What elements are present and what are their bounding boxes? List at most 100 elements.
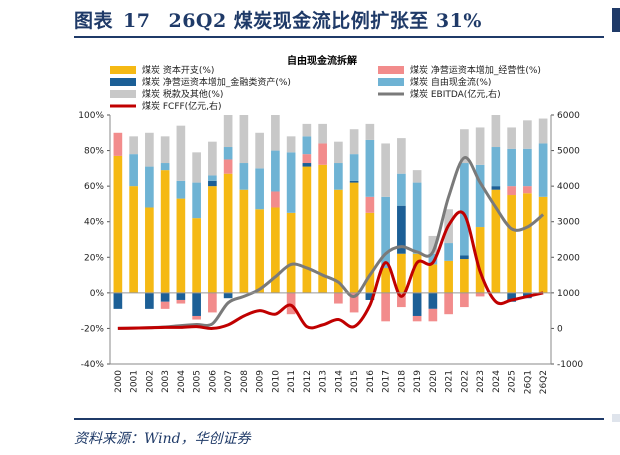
- legend-label-fcff: 煤炭 FCFF(亿元,右): [142, 100, 222, 112]
- line-ebitda: [117, 156, 545, 330]
- y2-tick-label: 5000: [557, 147, 580, 157]
- chart-bars: [113, 115, 548, 322]
- bar-wc_fin: [460, 255, 469, 260]
- bar-fcf_pct: [145, 166, 154, 208]
- y-tick-label: 0%: [90, 289, 105, 299]
- bar-fcf_pct: [507, 148, 516, 187]
- figure-title-text: 26Q2 煤炭现金流比例扩张至 31%: [168, 10, 482, 32]
- bar-wc_fin: [113, 292, 123, 309]
- bar-tax_other: [192, 152, 201, 183]
- bar-fcf_pct: [255, 168, 264, 210]
- bar-tax_other: [507, 127, 516, 149]
- bar-wc_op: [302, 154, 312, 164]
- bar-wc_op: [428, 308, 438, 322]
- bar-wc_fin: [491, 186, 501, 190]
- legend-swatch-tax_other: [110, 90, 136, 98]
- legend-swatch-fcf_pct: [378, 78, 404, 86]
- x-tick-label: 2021: [445, 370, 455, 393]
- bar-capex: [113, 155, 123, 293]
- bar-wc_fin: [302, 163, 312, 167]
- chart-legend: 煤炭 资本开支(%) 煤炭 净营运资本增加_经营性(%) 煤炭 净营运资本增加_金融…: [110, 64, 541, 112]
- bar-capex: [491, 189, 501, 293]
- x-tick-label: 2014: [334, 370, 344, 393]
- x-tick-label: 2018: [397, 370, 407, 393]
- x-tick-label: 2022: [460, 370, 470, 393]
- bar-capex: [176, 198, 186, 293]
- bar-capex: [365, 212, 375, 293]
- bar-tax_other: [318, 123, 327, 144]
- bar-fcf_pct: [365, 139, 375, 197]
- bar-wc_fin: [349, 180, 359, 183]
- bar-tax_other: [286, 136, 296, 153]
- bar-capex: [286, 212, 296, 293]
- legend-swatch-wc_fin: [110, 78, 136, 86]
- bar-wc_fin: [192, 292, 201, 316]
- bar-wc_op: [113, 132, 123, 156]
- bar-fcf_pct: [192, 182, 201, 219]
- bar-fcf_pct: [491, 147, 501, 187]
- bar-fcf_pct: [160, 163, 170, 171]
- bar-tax_other: [223, 115, 233, 148]
- bar-fcf_pct: [286, 152, 296, 213]
- bar-wc_fin: [365, 292, 375, 300]
- figure-title: 图表 17 26Q2 煤炭现金流比例扩张至 31%: [74, 6, 482, 33]
- bar-fcf_pct: [444, 243, 453, 261]
- y2-tick-label: 3000: [557, 218, 580, 228]
- bar-tax_other: [349, 129, 359, 155]
- bar-wc_fin: [507, 292, 516, 302]
- x-tick-label: 2008: [240, 370, 250, 393]
- bar-tax_other: [160, 136, 170, 164]
- chart-title: 自由现金流拆解: [287, 54, 357, 67]
- legend-label-tax_other: 煤炭 税款及其他(%): [142, 88, 223, 100]
- figure-label: 图表: [74, 10, 114, 32]
- legend-swatch-wc_op: [378, 66, 404, 74]
- bar-wc_op: [507, 186, 516, 196]
- x-tick-label: 2003: [161, 370, 171, 393]
- y-tick-label: -20%: [81, 324, 105, 334]
- x-tick-label: 2000: [114, 370, 124, 393]
- bar-tax_other: [412, 170, 422, 183]
- legend-swatch-capex: [110, 66, 136, 74]
- bar-wc_fin: [397, 205, 406, 254]
- y2-tick-label: 4000: [557, 182, 580, 192]
- bar-capex: [523, 193, 532, 293]
- bar-wc_fin: [412, 292, 422, 316]
- x-tick-label: 2006: [208, 370, 218, 393]
- legend-label-capex: 煤炭 资本开支(%): [142, 64, 214, 76]
- bar-capex: [223, 173, 233, 293]
- y2-tick-label: 6000: [557, 111, 580, 121]
- bar-capex: [397, 253, 406, 293]
- bar-fcf_pct: [302, 136, 312, 155]
- x-tick-label: 26Q1: [523, 370, 533, 394]
- bar-wc_op: [349, 292, 359, 313]
- bar-wc_fin: [208, 180, 217, 187]
- bar-fcf_pct: [239, 163, 249, 190]
- bar-wc_op: [192, 315, 201, 320]
- chart-lines: [117, 156, 545, 330]
- x-tick-label: 2002: [145, 370, 155, 393]
- x-tick-label: 2010: [271, 370, 281, 393]
- bar-tax_other: [460, 129, 469, 164]
- bar-fcf_pct: [475, 164, 485, 228]
- bar-wc_op: [208, 292, 217, 313]
- bar-tax_other: [129, 136, 138, 155]
- bar-wc_fin: [176, 292, 186, 300]
- bar-tax_other: [381, 143, 390, 197]
- y-tick-label: 40%: [84, 218, 104, 228]
- bar-tax_other: [428, 235, 438, 254]
- bar-tax_other: [523, 120, 532, 149]
- bar-wc_op: [223, 159, 233, 174]
- bar-fcf_pct: [460, 163, 469, 256]
- legend-label-wc_op: 煤炭 净营运资本增加_经营性(%): [410, 64, 541, 76]
- bar-capex: [460, 259, 469, 293]
- bar-wc_op: [523, 186, 532, 194]
- bar-wc_op: [334, 292, 343, 304]
- bar-tax_other: [334, 141, 343, 164]
- legend-label-ebitda: 煤炭 EBITDA(亿元,右): [410, 88, 501, 100]
- bar-wc_fin: [223, 292, 233, 299]
- x-tick-label: 2004: [177, 370, 187, 393]
- bar-capex: [538, 196, 548, 293]
- line-fcff: [117, 210, 544, 330]
- y-tick-label: 60%: [84, 182, 104, 192]
- x-tick-label: 2020: [429, 370, 439, 393]
